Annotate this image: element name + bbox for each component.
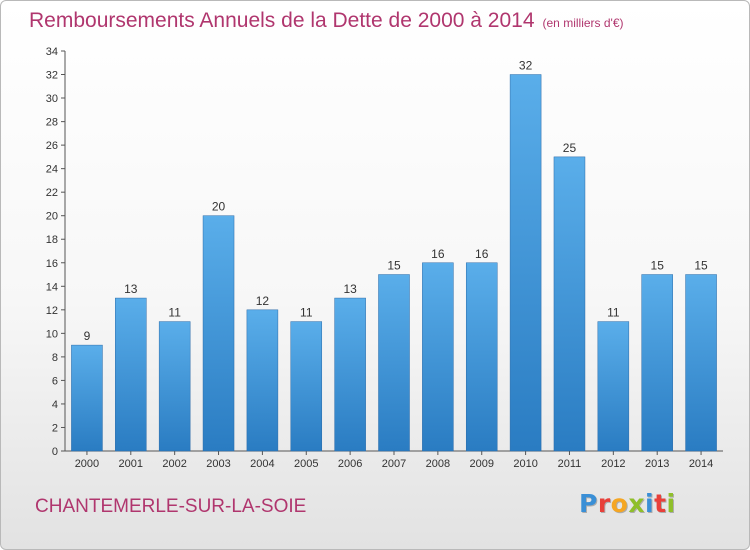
bar-2004 (246, 309, 279, 452)
logo-letter: i (645, 489, 655, 518)
bar-2009 (465, 262, 498, 452)
y-tick-label: 12 (46, 305, 58, 317)
value-label-2004: 12 (256, 294, 270, 308)
value-label-2010: 32 (519, 59, 533, 73)
x-tick-label-2011: 2011 (558, 458, 582, 470)
y-tick-label: 2 (52, 422, 58, 434)
chart-title: Remboursements Annuels de la Dette de 20… (29, 9, 624, 33)
logo-letter: o (610, 489, 629, 518)
chart-title-text: Remboursements Annuels de la Dette de 20… (29, 9, 535, 32)
x-tick-label-2010: 2010 (513, 458, 537, 470)
x-tick-label-2000: 2000 (75, 458, 99, 470)
commune-name: CHANTEMERLE-SUR-LA-SOIE (35, 496, 307, 517)
x-tick-label-2003: 2003 (206, 458, 230, 470)
y-tick-label: 24 (46, 164, 58, 176)
value-label-2006: 13 (343, 282, 357, 296)
y-tick-label: 22 (46, 187, 58, 199)
y-tick-label: 18 (46, 234, 58, 246)
bar-2001 (115, 297, 147, 452)
bar-2005 (290, 321, 323, 452)
y-tick-label: 20 (46, 211, 58, 223)
y-tick-label: 16 (46, 258, 58, 270)
value-label-2003: 20 (212, 200, 226, 214)
bar-2006 (334, 297, 366, 452)
value-label-2013: 15 (651, 259, 665, 273)
x-tick-label-2006: 2006 (338, 458, 362, 470)
x-tick-label-2005: 2005 (294, 458, 318, 470)
bar-2000 (71, 344, 103, 452)
chart-unit: (en milliers d'€) (542, 16, 624, 30)
bar-2002 (158, 321, 191, 452)
x-tick-label-2014: 2014 (689, 458, 713, 470)
x-tick-label-2001: 2001 (119, 458, 143, 470)
y-tick-label: 32 (46, 70, 58, 82)
logo-letter: i (666, 489, 676, 518)
x-tick-label-2002: 2002 (162, 458, 186, 470)
bar-2003 (202, 215, 235, 452)
x-tick-label-2013: 2013 (645, 458, 669, 470)
y-tick-label: 28 (46, 117, 58, 129)
y-tick-label: 4 (52, 399, 58, 411)
bar-2011 (553, 156, 586, 452)
logo-letter: r (597, 489, 611, 518)
y-tick-label: 8 (52, 352, 58, 364)
value-label-2012: 11 (607, 306, 620, 320)
bar-2012 (597, 321, 630, 452)
x-tick-label-2008: 2008 (426, 458, 450, 470)
x-tick-label-2004: 2004 (250, 458, 274, 470)
x-tick-label-2007: 2007 (382, 458, 406, 470)
x-tick-label-2012: 2012 (601, 458, 625, 470)
bar-2008 (422, 262, 454, 452)
logo-letter: t (654, 489, 667, 518)
value-label-2002: 11 (168, 306, 181, 320)
value-label-2001: 13 (124, 282, 138, 296)
value-label-2011: 25 (563, 141, 577, 155)
y-tick-label: 14 (46, 281, 58, 293)
value-label-2008: 16 (431, 247, 445, 261)
bar-2010 (509, 74, 542, 452)
bar-2013 (641, 274, 673, 452)
y-tick-label: 30 (46, 93, 58, 105)
bar-2014 (685, 274, 717, 452)
y-tick-label: 0 (52, 446, 58, 458)
value-label-2009: 16 (475, 247, 489, 261)
x-tick-label-2009: 2009 (469, 458, 493, 470)
bar-2007 (378, 274, 410, 452)
y-tick-label: 26 (46, 140, 58, 152)
value-label-2005: 11 (300, 306, 313, 320)
value-label-2000: 9 (84, 329, 91, 343)
proxiti-logo: Proxiti (579, 489, 676, 518)
value-label-2014: 15 (694, 259, 708, 273)
logo-letter: x (628, 489, 645, 518)
y-tick-label: 34 (46, 46, 58, 58)
y-tick-label: 6 (52, 375, 58, 387)
y-tick-label: 10 (46, 328, 58, 340)
value-label-2007: 15 (387, 259, 401, 273)
logo-letter: P (579, 489, 598, 518)
